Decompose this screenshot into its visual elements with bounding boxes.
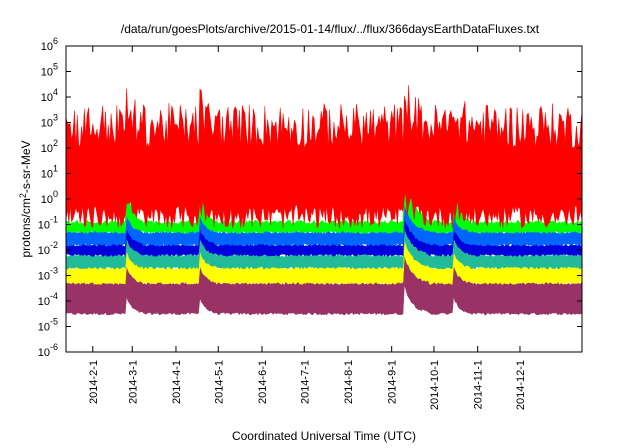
- y-tick-label: 101: [41, 164, 58, 181]
- x-axis-title: Coordinated Universal Time (UTC): [232, 429, 416, 443]
- x-tick-label: 2014-12-1: [515, 360, 527, 410]
- y-tick-label: 10-1: [38, 215, 58, 232]
- y-tick-label: 104: [41, 87, 58, 104]
- data-layer: [65, 85, 583, 316]
- y-tick-label: 10-3: [38, 266, 58, 283]
- x-tick-label: 2014-11-1: [473, 360, 485, 409]
- y-tick-label: 10-6: [38, 342, 58, 359]
- y-tick-label: 103: [41, 113, 58, 130]
- x-tick-label: 2014-3-1: [127, 360, 139, 404]
- y-tick-label: 10-5: [38, 317, 58, 334]
- y-tick-label: 106: [41, 36, 58, 53]
- chart-title: /data/run/goesPlots/archive/2015-01-14/f…: [121, 22, 540, 36]
- x-axis: 2014-2-1 2014-3-1 2014-4-1 2014-5-1 2014-6-1…: [88, 46, 527, 410]
- x-tick-label: 2014-7-1: [299, 360, 311, 404]
- x-tick-label: 2014-8-1: [343, 360, 355, 404]
- y-tick-label: 10-4: [38, 291, 58, 308]
- y-tick-label: 100: [41, 189, 58, 206]
- y-tick-label: 105: [41, 62, 58, 79]
- x-tick-label: 2014-4-1: [171, 360, 183, 404]
- y-tick-label: 102: [41, 138, 58, 155]
- y-axis: 10-6 10-5 10-4 10-3 10-2 10-1 100 101 102 103 104 1…: [38, 36, 582, 359]
- flux-band-7: [65, 85, 583, 229]
- y-axis-title: protons/cm2-s-sr-MeV: [18, 140, 33, 257]
- x-tick-label: 2014-5-1: [213, 360, 225, 404]
- x-tick-label: 2014-6-1: [257, 360, 269, 404]
- x-tick-label: 2014-2-1: [88, 360, 100, 404]
- x-tick-label: 2014-9-1: [387, 360, 399, 404]
- y-tick-label: 10-2: [38, 240, 58, 257]
- x-tick-label: 2014-10-1: [429, 360, 441, 410]
